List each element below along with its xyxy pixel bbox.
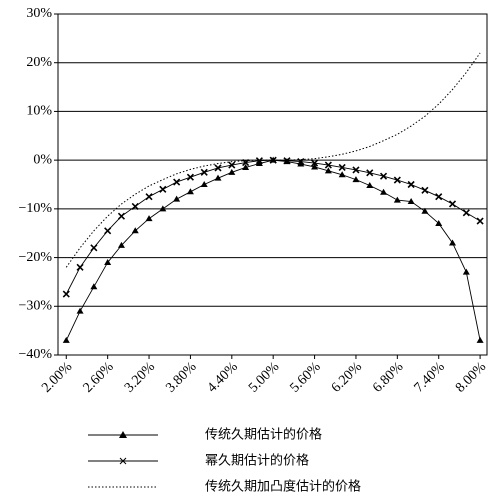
x-marker bbox=[186, 173, 194, 181]
y-tick-label: 30% bbox=[26, 6, 52, 21]
x-marker bbox=[407, 180, 415, 189]
y-tick-label: 10% bbox=[26, 104, 52, 119]
triangle-marker bbox=[421, 207, 429, 214]
x-marker bbox=[379, 172, 388, 180]
x-marker bbox=[352, 166, 360, 174]
triangle-marker bbox=[242, 163, 250, 170]
x-marker bbox=[324, 161, 332, 169]
x-tick-label: 5.60% bbox=[287, 359, 323, 395]
legend-label: 传统久期加凸度估计的价格 bbox=[205, 479, 361, 495]
legend-marker bbox=[119, 457, 127, 465]
legend-marker bbox=[119, 431, 127, 438]
x-marker bbox=[462, 209, 470, 217]
x-marker bbox=[104, 227, 112, 235]
x-marker bbox=[228, 161, 236, 169]
x-tick-label: 6.20% bbox=[329, 359, 365, 395]
triangle-marker bbox=[62, 336, 70, 343]
x-tick-label: 5.00% bbox=[246, 359, 282, 395]
triangle-marker bbox=[117, 241, 125, 248]
triangle-marker bbox=[407, 198, 415, 205]
triangle-marker bbox=[76, 307, 84, 314]
triangle-marker bbox=[311, 163, 319, 170]
y-tick-label: −30% bbox=[18, 299, 52, 314]
triangle-marker bbox=[338, 171, 346, 178]
x-marker bbox=[200, 168, 208, 176]
y-tick-label: 20% bbox=[26, 55, 52, 70]
x-marker bbox=[131, 202, 139, 210]
x-marker bbox=[145, 193, 153, 201]
x-marker bbox=[297, 158, 305, 166]
triangle-marker bbox=[366, 181, 374, 188]
x-marker bbox=[62, 290, 70, 298]
x-tick-label: 3.20% bbox=[122, 359, 158, 395]
legend-label: 幂久期估计的价格 bbox=[205, 453, 309, 469]
triangle-marker bbox=[324, 167, 332, 174]
triangle-marker bbox=[255, 160, 263, 167]
x-marker bbox=[76, 263, 84, 271]
y-tick-label: −10% bbox=[18, 201, 52, 216]
triangle-marker bbox=[352, 176, 360, 183]
x-tick-label: 8.00% bbox=[453, 359, 489, 395]
x-marker bbox=[366, 169, 374, 177]
triangle-marker bbox=[393, 196, 401, 203]
series-line bbox=[65, 52, 481, 268]
y-tick-label: −40% bbox=[18, 347, 52, 362]
triangle-marker bbox=[297, 160, 305, 167]
triangle-marker bbox=[435, 219, 443, 226]
triangle-marker bbox=[449, 239, 457, 246]
triangle-marker bbox=[380, 188, 388, 195]
x-marker bbox=[421, 186, 429, 194]
triangle-marker bbox=[159, 205, 167, 212]
x-tick-label: 3.80% bbox=[163, 359, 199, 395]
triangle-marker bbox=[104, 258, 112, 265]
x-marker bbox=[476, 217, 484, 225]
x-tick-label: 2.00% bbox=[39, 359, 75, 395]
x-tick-label: 6.80% bbox=[370, 359, 406, 395]
x-marker bbox=[173, 178, 181, 186]
x-tick-label: 7.40% bbox=[412, 359, 448, 395]
triangle-marker bbox=[131, 227, 139, 234]
x-marker bbox=[242, 159, 250, 167]
x-marker bbox=[214, 164, 222, 172]
x-marker bbox=[338, 163, 346, 172]
series-line bbox=[65, 159, 481, 295]
plot-frame bbox=[57, 13, 488, 356]
x-marker bbox=[435, 193, 443, 201]
x-marker bbox=[311, 159, 319, 167]
legend-label: 传统久期估计的价格 bbox=[205, 427, 322, 443]
triangle-marker bbox=[476, 336, 484, 343]
triangle-marker bbox=[186, 188, 194, 195]
y-tick-label: −20% bbox=[18, 250, 52, 265]
triangle-marker bbox=[228, 168, 236, 175]
triangle-marker bbox=[145, 215, 153, 222]
x-tick-label: 4.40% bbox=[205, 359, 241, 395]
triangle-marker bbox=[214, 174, 222, 181]
x-marker bbox=[117, 212, 126, 220]
x-marker bbox=[448, 200, 457, 208]
triangle-marker bbox=[200, 181, 208, 187]
triangle-marker bbox=[462, 268, 470, 275]
y-tick-label: 0% bbox=[33, 152, 52, 167]
x-marker bbox=[90, 244, 98, 252]
x-tick-label: 2.60% bbox=[81, 359, 117, 395]
triangle-marker bbox=[173, 195, 181, 202]
x-marker bbox=[159, 185, 167, 193]
triangle-marker bbox=[90, 283, 98, 290]
x-marker bbox=[393, 176, 401, 184]
